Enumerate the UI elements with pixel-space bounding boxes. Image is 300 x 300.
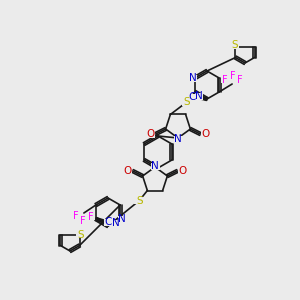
FancyBboxPatch shape bbox=[173, 136, 182, 142]
Text: O: O bbox=[178, 166, 187, 176]
FancyBboxPatch shape bbox=[229, 73, 237, 79]
FancyBboxPatch shape bbox=[188, 74, 197, 82]
FancyBboxPatch shape bbox=[123, 167, 132, 175]
FancyBboxPatch shape bbox=[221, 77, 229, 83]
Text: N: N bbox=[195, 91, 203, 101]
FancyBboxPatch shape bbox=[236, 77, 244, 83]
Text: N: N bbox=[174, 134, 182, 144]
Text: S: S bbox=[136, 196, 143, 206]
Text: S: S bbox=[184, 97, 190, 107]
Text: F: F bbox=[73, 211, 79, 221]
FancyBboxPatch shape bbox=[182, 98, 192, 106]
Text: F: F bbox=[237, 75, 243, 85]
Text: F: F bbox=[88, 212, 94, 222]
FancyBboxPatch shape bbox=[118, 215, 127, 223]
Text: F: F bbox=[80, 216, 86, 226]
Text: N: N bbox=[189, 73, 197, 83]
FancyBboxPatch shape bbox=[178, 167, 187, 175]
FancyBboxPatch shape bbox=[230, 42, 239, 49]
Text: N: N bbox=[151, 161, 159, 171]
FancyBboxPatch shape bbox=[72, 213, 80, 219]
Text: S: S bbox=[77, 230, 84, 239]
Text: C: C bbox=[104, 217, 112, 227]
FancyBboxPatch shape bbox=[146, 130, 155, 137]
FancyBboxPatch shape bbox=[87, 214, 95, 220]
Text: S: S bbox=[231, 40, 238, 50]
FancyBboxPatch shape bbox=[79, 218, 87, 224]
Text: F: F bbox=[230, 71, 236, 81]
FancyBboxPatch shape bbox=[76, 231, 85, 238]
Text: N: N bbox=[112, 218, 120, 228]
FancyBboxPatch shape bbox=[104, 218, 112, 226]
FancyBboxPatch shape bbox=[201, 130, 210, 137]
FancyBboxPatch shape bbox=[134, 197, 144, 204]
FancyBboxPatch shape bbox=[112, 220, 120, 226]
Text: C: C bbox=[188, 92, 196, 102]
FancyBboxPatch shape bbox=[195, 92, 203, 100]
Text: F: F bbox=[222, 75, 228, 85]
Text: O: O bbox=[124, 166, 132, 176]
Text: O: O bbox=[146, 129, 155, 139]
FancyBboxPatch shape bbox=[188, 94, 196, 100]
Text: O: O bbox=[201, 129, 209, 139]
Text: N: N bbox=[118, 214, 126, 224]
FancyBboxPatch shape bbox=[151, 163, 160, 170]
